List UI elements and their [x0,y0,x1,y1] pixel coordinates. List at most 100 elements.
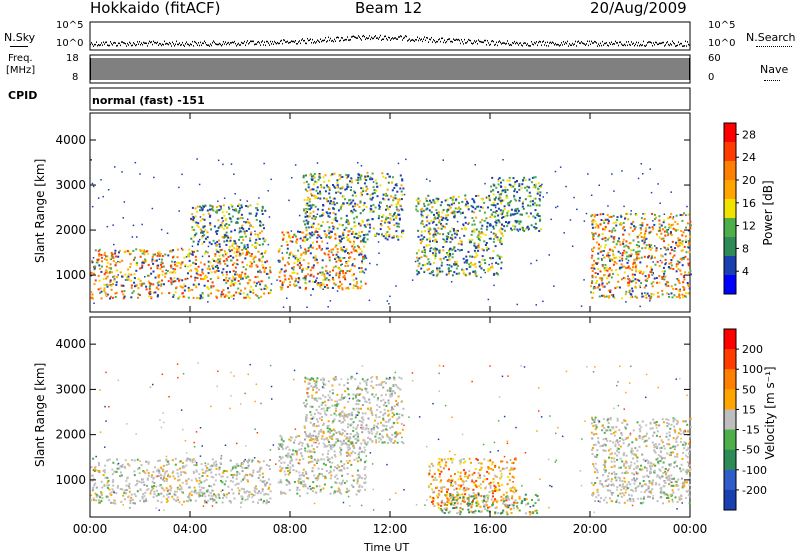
velocity-cell [177,479,180,482]
power-cell [678,295,681,298]
power-cell [306,233,309,236]
power-cell [233,173,235,175]
noise-point [685,40,686,43]
power-cell [527,204,530,207]
power-cell [428,268,430,271]
power-cell [357,162,359,164]
power-cell [229,217,232,220]
noise-point [564,43,565,45]
power-cell [679,214,682,216]
power-cell [234,242,237,245]
noise-point [125,43,126,45]
power-cell [643,234,646,237]
velocity-cell [108,499,111,502]
velocity-cell [165,487,168,490]
power-cell [536,212,539,215]
power-cell [426,238,429,241]
noise-point [232,41,233,44]
velocity-cell [103,471,106,474]
power-cell [345,187,348,190]
power-cell [209,208,211,211]
velocity-cell [180,473,182,476]
power-cell [641,247,644,250]
power-cell [580,305,583,307]
power-cell [392,176,394,179]
power-cell [176,277,179,280]
power-cell [684,235,687,238]
power-cell [593,259,596,262]
velocity-cell [110,494,113,497]
power-cell [254,241,257,244]
velocity-cell [262,460,265,463]
power-cell [650,292,653,295]
power-cell [500,227,503,230]
power-cell [518,183,521,186]
noise-point [502,42,503,44]
power-cell [254,245,257,248]
velocity-cell [206,475,209,477]
power-cell [230,220,233,223]
power-cell [432,221,435,223]
power-cell [161,270,164,273]
power-cell [602,219,605,222]
power-cell [598,295,601,298]
power-cell [522,179,525,182]
power-cell [397,238,400,241]
power-cell [682,275,685,278]
power-cell [380,220,383,222]
freq-tick-top: 18 [66,53,79,64]
power-cell [164,272,167,275]
power-cell [609,291,612,294]
power-cell [601,250,604,253]
power-cell [219,224,222,227]
power-cell [628,233,631,236]
power-cell [322,279,325,281]
power-cell [449,206,452,209]
velocity-cell [100,492,103,495]
noise-point [318,40,319,42]
power-cell [287,256,290,259]
power-cell [358,231,361,234]
power-cell [328,226,331,229]
noise-point [215,43,216,45]
power-cell [353,246,356,249]
noise-point [509,44,510,46]
power-cell [361,221,364,223]
power-cell [610,276,613,279]
velocity-cell [122,494,125,497]
noise-point [546,44,547,47]
power-cell [392,218,395,221]
power-cell [199,297,202,300]
power-cell [366,219,369,222]
power-cell [619,221,622,224]
power-cell [401,231,404,234]
power-cell [291,271,294,274]
noise-point [395,37,396,39]
power-cell [486,221,489,224]
noise-point [555,42,556,45]
power-cell [368,223,371,226]
power-cell [677,268,680,271]
power-cell [499,196,502,199]
power-cell [118,249,121,252]
power-cell [454,249,457,252]
power-cell [136,262,139,264]
power-cell [231,275,234,278]
noise-point [570,44,571,46]
power-cell [688,251,691,254]
power-cell [389,295,391,298]
power-cell [423,236,426,239]
power-cell [615,243,618,246]
power-cell [372,186,375,189]
velocity-cell [168,492,171,495]
power-cell [369,194,372,197]
velocity-cell [233,473,236,476]
power-cell [678,290,681,292]
power-cell [507,222,510,225]
power-cell [194,215,197,218]
power-cell [312,174,315,177]
velocity-cell [261,472,264,475]
power-cell [129,266,132,268]
noise-point [352,35,353,38]
power-cell [678,244,681,247]
